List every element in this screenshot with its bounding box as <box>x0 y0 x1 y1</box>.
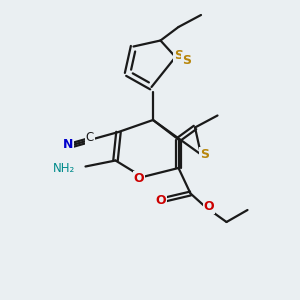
Text: O: O <box>204 200 214 213</box>
Text: S: S <box>182 54 191 67</box>
Text: O: O <box>155 194 166 208</box>
Text: C: C <box>86 130 94 144</box>
Text: S: S <box>174 49 183 62</box>
Text: O: O <box>134 172 144 185</box>
Text: N: N <box>63 137 73 151</box>
Text: NH₂: NH₂ <box>53 162 75 176</box>
Text: S: S <box>200 148 209 161</box>
